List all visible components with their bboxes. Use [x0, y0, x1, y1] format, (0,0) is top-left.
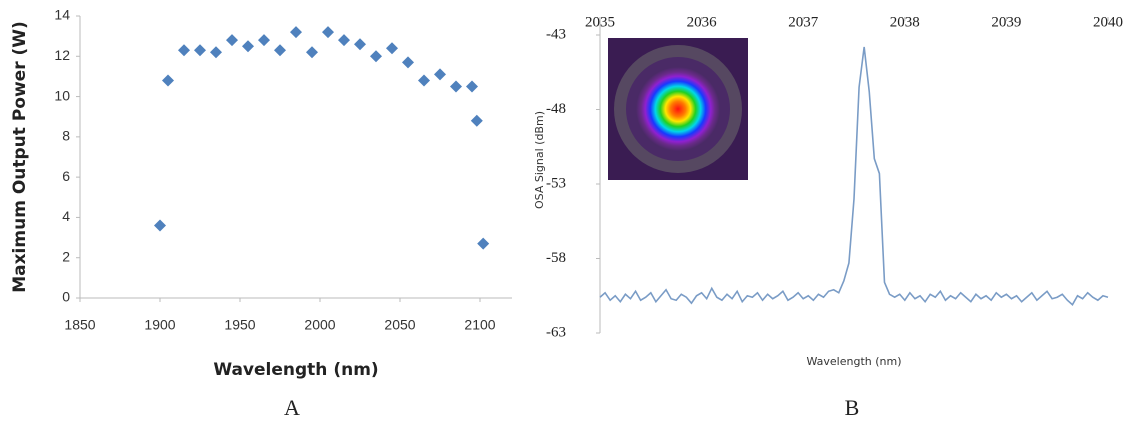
y-tick-label: 14	[54, 7, 70, 23]
x-tick-label: 2000	[304, 317, 335, 333]
y-tick-label: 12	[54, 47, 70, 63]
data-point	[290, 26, 302, 38]
data-point	[226, 34, 238, 46]
y-tick-label: 8	[62, 128, 70, 144]
panel-caption: A	[284, 395, 300, 420]
data-point	[466, 81, 478, 93]
data-point	[471, 115, 483, 127]
data-point	[434, 68, 446, 80]
y-tick-label: -48	[546, 101, 566, 117]
y-tick-label: 2	[62, 248, 70, 264]
x-tick-label: 2036	[687, 14, 718, 30]
x-tick-label: 2035	[585, 14, 615, 30]
panel-caption: B	[845, 395, 860, 420]
y-tick-label: 10	[54, 87, 70, 103]
y-tick-label: 6	[62, 168, 70, 184]
y-tick-label: 4	[62, 208, 70, 224]
data-point	[154, 219, 166, 231]
x-tick-label: 1900	[144, 317, 175, 333]
data-point	[274, 44, 286, 56]
x-tick-label: 1850	[64, 317, 95, 333]
data-point	[258, 34, 270, 46]
inset-beam-image	[608, 38, 748, 180]
x-tick-label: 2039	[991, 14, 1021, 30]
data-point	[242, 40, 254, 52]
data-point	[402, 56, 414, 68]
y-tick-label: -43	[546, 26, 566, 42]
figure: -43 -48 -53 -58 -63 2035 2036 2037 2038 2039 2040 W…	[0, 0, 1127, 426]
data-point	[386, 42, 398, 54]
x-tick-label: 2050	[384, 317, 415, 333]
data-point	[477, 238, 489, 250]
data-point	[210, 46, 222, 58]
data-point	[162, 74, 174, 86]
y-tick-label: -63	[546, 324, 566, 340]
data-point	[178, 44, 190, 56]
data-point	[450, 81, 462, 93]
data-point	[306, 46, 318, 58]
data-point	[322, 26, 334, 38]
data-point	[354, 38, 366, 50]
x-tick-label: 1950	[224, 317, 255, 333]
data-point	[194, 44, 206, 56]
x-axis-title: Wavelength (nm)	[213, 360, 378, 380]
data-point	[370, 50, 382, 62]
y-tick-label: -58	[546, 250, 566, 266]
data-point	[418, 74, 430, 86]
y-tick-label: -53	[546, 175, 566, 191]
x-tick-label: 2100	[464, 317, 495, 333]
x-tick-label: 2040	[1093, 14, 1123, 30]
x-tick-label: 2037	[788, 14, 819, 30]
y-axis-title: OSA Signal (dBm)	[533, 111, 546, 209]
y-tick-label: 0	[62, 289, 70, 305]
x-axis-title: Wavelength (nm)	[806, 355, 901, 368]
data-point	[338, 34, 350, 46]
x-tick-label: 2038	[890, 14, 920, 30]
y-axis-title: Maximum Output Power (W)	[10, 21, 30, 293]
